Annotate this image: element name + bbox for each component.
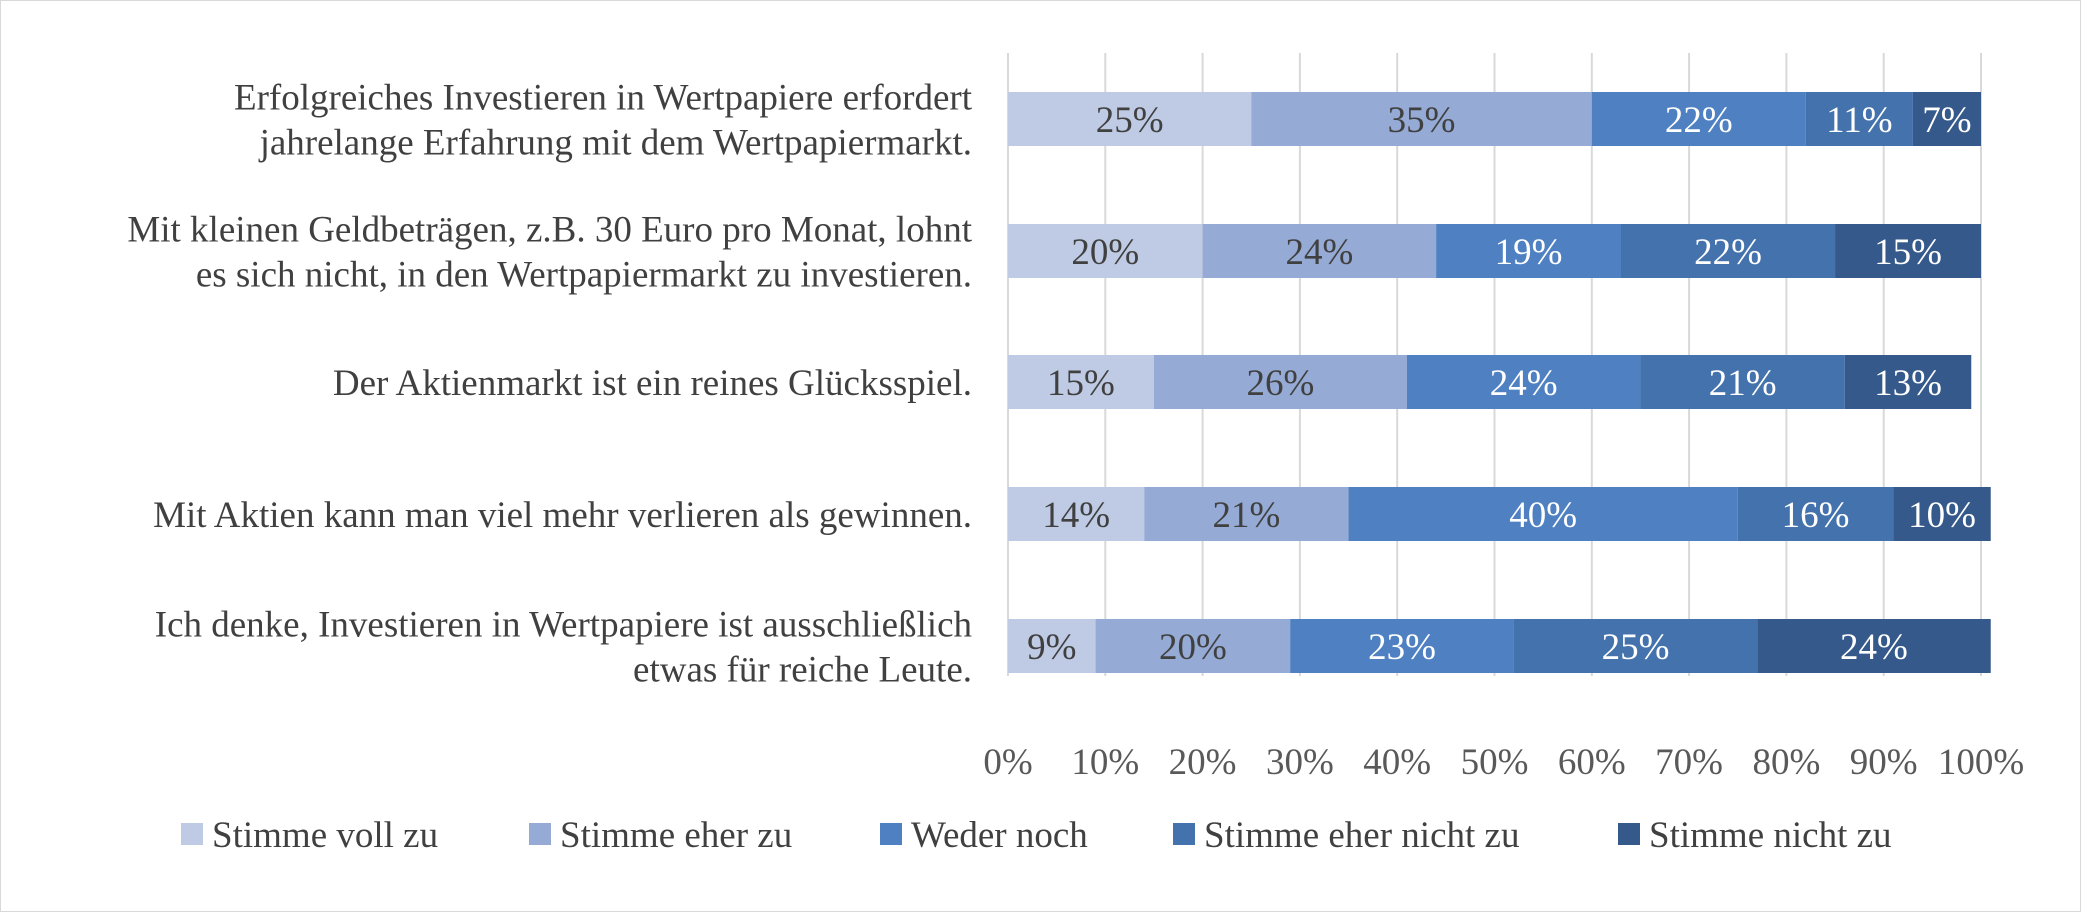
- x-tick-label: 20%: [1169, 742, 1237, 783]
- data-label: 22%: [1694, 232, 1762, 273]
- x-tick-label: 30%: [1266, 742, 1334, 783]
- x-tick-label: 40%: [1363, 742, 1431, 783]
- category-label-line: Erfolgreiches Investieren in Wertpapiere…: [234, 78, 973, 119]
- data-label: 21%: [1709, 363, 1777, 404]
- bar-segment: [1406, 355, 1641, 409]
- bar-segment: [1008, 224, 1203, 278]
- bar-segment: [1805, 92, 1913, 146]
- bars: 25% 35% 22% 11% 7% 20% 24% 19% 22% 15% 15% 26% 24% 21…: [1008, 92, 1991, 673]
- category-labels: Erfolgreiches Investieren in Wertpapiere…: [127, 78, 972, 691]
- data-label: 23%: [1368, 627, 1436, 668]
- data-label: 15%: [1874, 232, 1942, 273]
- data-label: 20%: [1071, 232, 1139, 273]
- data-label: 9%: [1027, 627, 1076, 668]
- bar-segment: [1095, 619, 1291, 673]
- bar-segment: [1008, 92, 1252, 146]
- data-label: 24%: [1285, 232, 1353, 273]
- data-label: 19%: [1495, 232, 1563, 273]
- data-label: 11%: [1826, 100, 1892, 141]
- bar-segment: [1640, 355, 1845, 409]
- data-label: 35%: [1388, 100, 1456, 141]
- category-label-line: es sich nicht, in den Wertpapiermarkt zu…: [196, 255, 972, 296]
- x-tick-label: 90%: [1850, 742, 1918, 783]
- data-label: 20%: [1159, 627, 1227, 668]
- data-label: 14%: [1042, 495, 1110, 536]
- bar-segment: [1513, 619, 1758, 673]
- bar-segment: [1757, 619, 1991, 673]
- category-label: Ich denke, Investieren in Wertpapiere is…: [155, 605, 973, 691]
- bar-segment: [1591, 92, 1806, 146]
- legend-label: Stimme voll zu: [212, 815, 438, 856]
- data-label: 26%: [1247, 363, 1315, 404]
- legend-label: Stimme nicht zu: [1649, 815, 1892, 856]
- category-label: Erfolgreiches Investieren in Wertpapiere…: [234, 78, 973, 164]
- bar-segment: [1737, 487, 1894, 541]
- data-label: 13%: [1874, 363, 1942, 404]
- legend-label: Weder noch: [911, 815, 1088, 856]
- data-label: 24%: [1840, 627, 1908, 668]
- data-label: 21%: [1212, 495, 1280, 536]
- data-label: 24%: [1490, 363, 1558, 404]
- bar-segment: [1912, 92, 1981, 146]
- category-label: Mit kleinen Geldbeträgen, z.B. 30 Euro p…: [127, 210, 972, 296]
- category-label-line: Mit Aktien kann man viel mehr verlieren …: [153, 495, 972, 536]
- legend-swatch: [181, 823, 203, 845]
- data-label: 25%: [1602, 627, 1670, 668]
- bar-segment: [1893, 487, 1991, 541]
- legend-label: Stimme eher nicht zu: [1204, 815, 1519, 856]
- x-tick-label: 80%: [1752, 742, 1820, 783]
- bar-segment: [1008, 487, 1145, 541]
- data-label: 22%: [1665, 100, 1733, 141]
- legend: Stimme voll zu Stimme eher zu Weder noch St…: [181, 815, 1892, 856]
- x-tick-label: 100%: [1938, 742, 2024, 783]
- category-label-line: Der Aktienmarkt ist ein reines Glücksspi…: [333, 363, 972, 404]
- bar-segment: [1008, 355, 1154, 409]
- bar-segment: [1202, 224, 1437, 278]
- bar-segment: [1348, 487, 1738, 541]
- category-label-line: etwas für reiche Leute.: [633, 650, 972, 691]
- data-label: 7%: [1922, 100, 1971, 141]
- x-tick-label: 70%: [1655, 742, 1723, 783]
- legend-swatch: [880, 823, 902, 845]
- data-label: 25%: [1096, 100, 1164, 141]
- bar-segment: [1144, 487, 1349, 541]
- legend-label: Stimme eher zu: [560, 815, 792, 856]
- bar-segment: [1436, 224, 1621, 278]
- legend-swatch: [1618, 823, 1640, 845]
- x-axis-ticks: 0% 10% 20% 30% 40% 50% 60% 70% 80% 90% 100%: [983, 742, 2024, 783]
- category-label-line: jahrelange Erfahrung mit dem Wertpapierm…: [258, 123, 972, 164]
- bar-segment: [1008, 619, 1096, 673]
- x-tick-label: 0%: [983, 742, 1032, 783]
- x-tick-label: 10%: [1071, 742, 1139, 783]
- data-label: 10%: [1908, 495, 1976, 536]
- category-label: Der Aktienmarkt ist ein reines Glücksspi…: [333, 363, 972, 404]
- data-label: 40%: [1509, 495, 1577, 536]
- bar-segment: [1290, 619, 1514, 673]
- data-label: 16%: [1782, 495, 1850, 536]
- category-label-line: Mit kleinen Geldbeträgen, z.B. 30 Euro p…: [127, 210, 972, 251]
- category-label-line: Ich denke, Investieren in Wertpapiere is…: [155, 605, 973, 646]
- bar-segment: [1620, 224, 1836, 278]
- bar-segment: [1835, 224, 1981, 278]
- legend-swatch: [1173, 823, 1195, 845]
- category-label: Mit Aktien kann man viel mehr verlieren …: [153, 495, 972, 536]
- x-tick-label: 50%: [1461, 742, 1529, 783]
- bar-segment: [1153, 355, 1407, 409]
- x-tick-label: 60%: [1558, 742, 1626, 783]
- data-label: 15%: [1047, 363, 1115, 404]
- legend-swatch: [529, 823, 551, 845]
- bar-segment: [1844, 355, 1972, 409]
- bar-segment: [1251, 92, 1592, 146]
